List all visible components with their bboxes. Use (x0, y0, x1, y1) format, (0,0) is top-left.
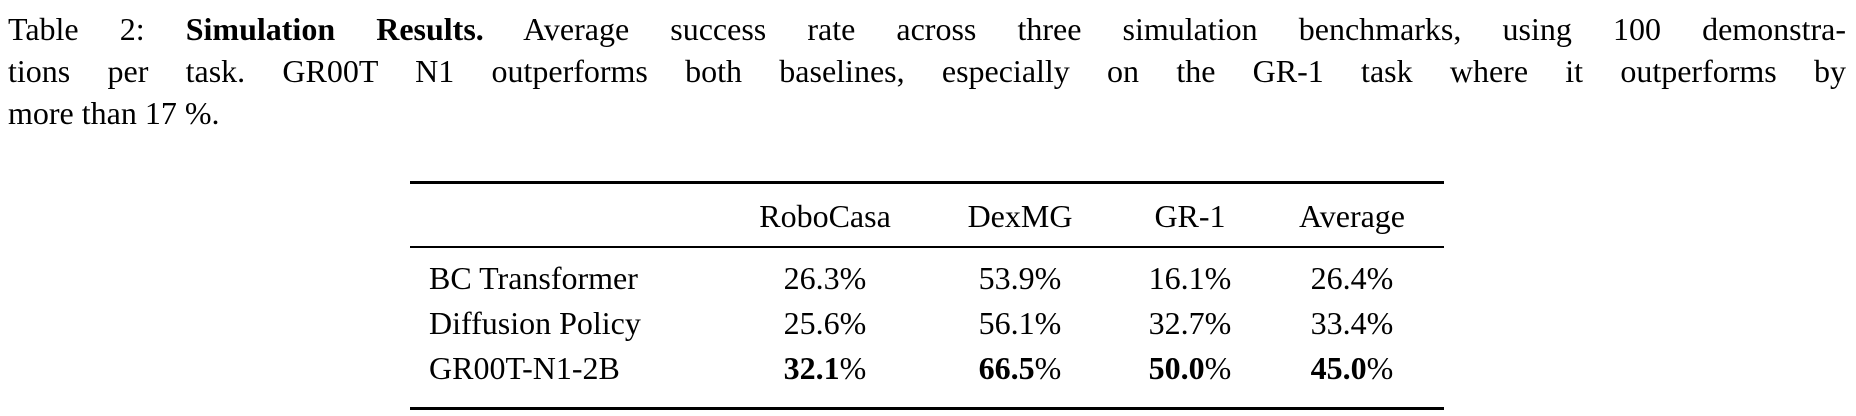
value-number: 45.0 (1310, 350, 1367, 386)
results-table: RoboCasa DexMG GR-1 Average BC Transformer 2… (410, 181, 1444, 410)
value-cell: 26.3% (730, 247, 920, 301)
column-header: GR-1 (1120, 182, 1260, 248)
header-row: RoboCasa DexMG GR-1 Average (410, 182, 1444, 248)
row-label: GR00T-N1-2B (429, 350, 620, 386)
table-row: Diffusion Policy 25.6% 56.1% 32.7% 33.4% (410, 301, 1444, 346)
value-number: 56.1 (978, 305, 1035, 341)
percent-sign: % (1366, 305, 1394, 341)
caption-text-1: Average success rate across three simula… (483, 11, 1847, 47)
caption-line-3: more than 17 %. (8, 95, 220, 131)
value-cell: 33.4% (1260, 301, 1444, 346)
caption-line-2: tions per task. GR00T N1 outperforms bot… (8, 53, 1846, 89)
column-header: DexMG (920, 182, 1120, 248)
percent-sign: % (1204, 350, 1232, 386)
percent-sign: % (1204, 305, 1232, 341)
value-number: 32.1 (783, 350, 840, 386)
percent-sign: % (1366, 260, 1394, 296)
value-number: 26.3 (783, 260, 840, 296)
percent-sign: % (839, 350, 867, 386)
column-header: RoboCasa (730, 182, 920, 248)
value-number: 26.4 (1310, 260, 1367, 296)
value-cell: 66.5% (920, 346, 1120, 409)
table-row: GR00T-N1-2B 32.1% 66.5% 50.0% 45.0% (410, 346, 1444, 409)
table-row: BC Transformer 26.3% 53.9% 16.1% 26.4% (410, 247, 1444, 301)
percent-sign: % (1034, 305, 1062, 341)
value-number: 53.9 (978, 260, 1035, 296)
percent-sign: % (1366, 350, 1394, 386)
value-cell: 45.0% (1260, 346, 1444, 409)
value-cell: 50.0% (1120, 346, 1260, 409)
percent-sign: % (1204, 260, 1232, 296)
table-caption: Table 2: Simulation Results. Average suc… (0, 0, 1846, 134)
caption-line-1: Table 2: Simulation Results. Average suc… (8, 8, 1846, 50)
value-cell: 26.4% (1260, 247, 1444, 301)
row-label: Diffusion Policy (429, 305, 641, 341)
value-cell: 56.1% (920, 301, 1120, 346)
value-number: 32.7 (1148, 305, 1205, 341)
percent-sign: % (1034, 350, 1062, 386)
value-number: 16.1 (1148, 260, 1205, 296)
value-cell: 25.6% (730, 301, 920, 346)
table-body: BC Transformer 26.3% 53.9% 16.1% 26.4% Diffus… (410, 247, 1444, 409)
percent-sign: % (839, 305, 867, 341)
value-cell: 32.1% (730, 346, 920, 409)
value-number: 33.4 (1310, 305, 1367, 341)
value-cell: 32.7% (1120, 301, 1260, 346)
caption-title: Simulation Results. (185, 11, 484, 47)
column-header: Average (1260, 182, 1444, 248)
value-cell: 16.1% (1120, 247, 1260, 301)
caption-table-number: Table 2: (8, 11, 186, 47)
value-cell: 53.9% (920, 247, 1120, 301)
row-label: BC Transformer (429, 260, 638, 296)
percent-sign: % (839, 260, 867, 296)
value-number: 66.5 (978, 350, 1035, 386)
value-number: 50.0 (1148, 350, 1205, 386)
percent-sign: % (1034, 260, 1062, 296)
corner-cell (410, 182, 730, 248)
value-number: 25.6 (783, 305, 840, 341)
